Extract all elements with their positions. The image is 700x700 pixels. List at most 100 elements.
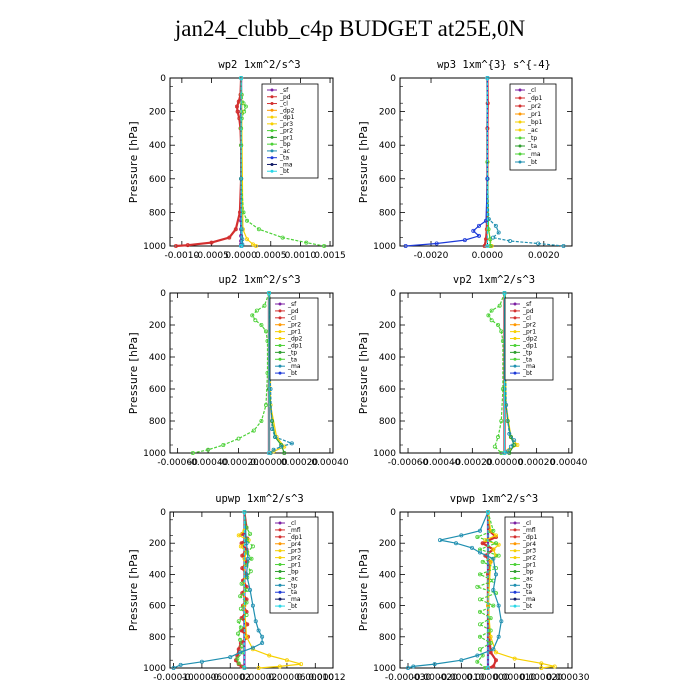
- data-point: [241, 101, 246, 106]
- x-tick-label: 0.0000: [472, 251, 504, 261]
- data-point: [492, 444, 497, 449]
- x-tick-label: 0.00040: [311, 458, 348, 468]
- data-point: [263, 402, 268, 407]
- series-line-tp: [407, 511, 502, 669]
- data-point: [235, 656, 240, 661]
- y-tick-label: 1000: [373, 664, 396, 674]
- legend-marker: [270, 169, 274, 173]
- legend-label: _bp: [279, 141, 291, 148]
- panel-title: wp3 1xm^{3} s^{-4}: [437, 59, 551, 71]
- data-point: [251, 428, 256, 433]
- legend-label: _pr2: [522, 322, 536, 329]
- data-point: [248, 531, 253, 536]
- x-tick-label: -0.00040: [188, 458, 229, 468]
- legend-marker: [278, 316, 282, 320]
- data-point: [236, 631, 241, 636]
- data-point: [239, 116, 244, 121]
- data-point: [277, 664, 282, 669]
- data-point: [496, 434, 501, 439]
- x-tick-label: -0.000030: [385, 673, 431, 683]
- x-tick-label: 0.00040: [550, 458, 587, 468]
- legend-label: _ta: [522, 589, 532, 596]
- x-tick-label: -0.00020: [218, 458, 259, 468]
- data-point: [221, 442, 226, 447]
- y-tick-label: 800: [149, 417, 166, 427]
- y-tick-label: 200: [149, 539, 166, 549]
- legend-marker: [518, 112, 522, 116]
- data-point: [244, 634, 249, 639]
- legend-label: _pr2: [522, 555, 536, 562]
- legend-label: _dp2: [287, 336, 303, 343]
- data-point: [508, 444, 513, 449]
- legend-label: _pr1: [287, 329, 301, 336]
- data-point: [432, 662, 437, 667]
- y-axis-label: Pressure [hPa]: [358, 549, 370, 631]
- data-point: [475, 534, 480, 539]
- legend-label: _dp1: [279, 114, 295, 121]
- data-point: [236, 533, 241, 538]
- legend-label: _cl: [287, 315, 296, 322]
- data-point: [493, 658, 498, 663]
- data-point: [434, 241, 439, 246]
- x-tick-label: 0.00020: [281, 458, 318, 468]
- x-tick-label: 0.00020: [518, 458, 555, 468]
- panel-5: vpwp 1xm^2/s^3 Pressure [hPa] 0 200 400 600 80…: [358, 493, 590, 683]
- data-point: [475, 659, 480, 664]
- legend-marker: [278, 597, 282, 601]
- legend-marker: [278, 563, 282, 567]
- legend-marker: [513, 583, 517, 587]
- legend-label: _ta: [287, 356, 297, 363]
- data-point: [502, 450, 507, 455]
- data-point: [499, 329, 504, 334]
- legend-marker: [278, 323, 282, 327]
- legend-label: _pr1: [522, 329, 536, 336]
- data-point: [242, 509, 247, 514]
- y-tick-label: 400: [149, 353, 166, 363]
- data-point: [234, 104, 239, 109]
- x-tick-label: 0.0020: [528, 251, 560, 261]
- legend-label: _bt: [279, 168, 290, 175]
- data-point: [250, 603, 255, 608]
- series-line-cl: [175, 77, 243, 248]
- data-point: [238, 544, 243, 549]
- y-tick-label: 1000: [373, 242, 396, 252]
- data-point: [485, 509, 490, 514]
- x-tick-label: -0.00010: [153, 673, 194, 683]
- data-point: [242, 666, 247, 671]
- legend-label: _bt: [287, 370, 298, 377]
- legend-label: _ac: [522, 575, 533, 582]
- y-tick-label: 600: [379, 385, 396, 395]
- data-point: [209, 240, 214, 245]
- data-point: [539, 661, 544, 666]
- legend-label: _pr3: [279, 121, 293, 128]
- data-point: [239, 76, 244, 81]
- legend-marker: [270, 108, 274, 112]
- legend-label: _pr2: [287, 322, 301, 329]
- data-point: [238, 594, 243, 599]
- legend-label: _ma: [287, 363, 301, 370]
- legend-marker: [518, 144, 522, 148]
- data-point: [485, 666, 490, 671]
- data-point: [493, 223, 498, 228]
- data-point: [239, 92, 244, 97]
- figure-title: jan24_clubb_c4p BUDGET at25E,0N: [174, 16, 526, 41]
- legend-marker: [278, 337, 282, 341]
- legend-marker: [278, 535, 282, 539]
- data-point: [496, 634, 501, 639]
- panel-4: upwp 1xm^2/s^3 Pressure [hPa] 0 200 400 600 80…: [128, 493, 346, 683]
- data-point: [475, 653, 480, 658]
- legend-label: _ac: [287, 575, 298, 582]
- legend-label: _pr4: [287, 541, 301, 548]
- legend-marker: [513, 569, 517, 573]
- data-point: [171, 666, 176, 671]
- data-point: [299, 662, 304, 667]
- data-point: [256, 628, 261, 633]
- legend-marker: [513, 597, 517, 601]
- data-point: [488, 616, 493, 621]
- legend-label: _mfl: [522, 527, 536, 534]
- y-tick-label: 0: [160, 289, 166, 299]
- legend-label: _ma: [287, 596, 301, 603]
- data-point: [477, 622, 482, 627]
- data-point: [489, 308, 494, 313]
- legend-label: _dp1: [527, 95, 543, 102]
